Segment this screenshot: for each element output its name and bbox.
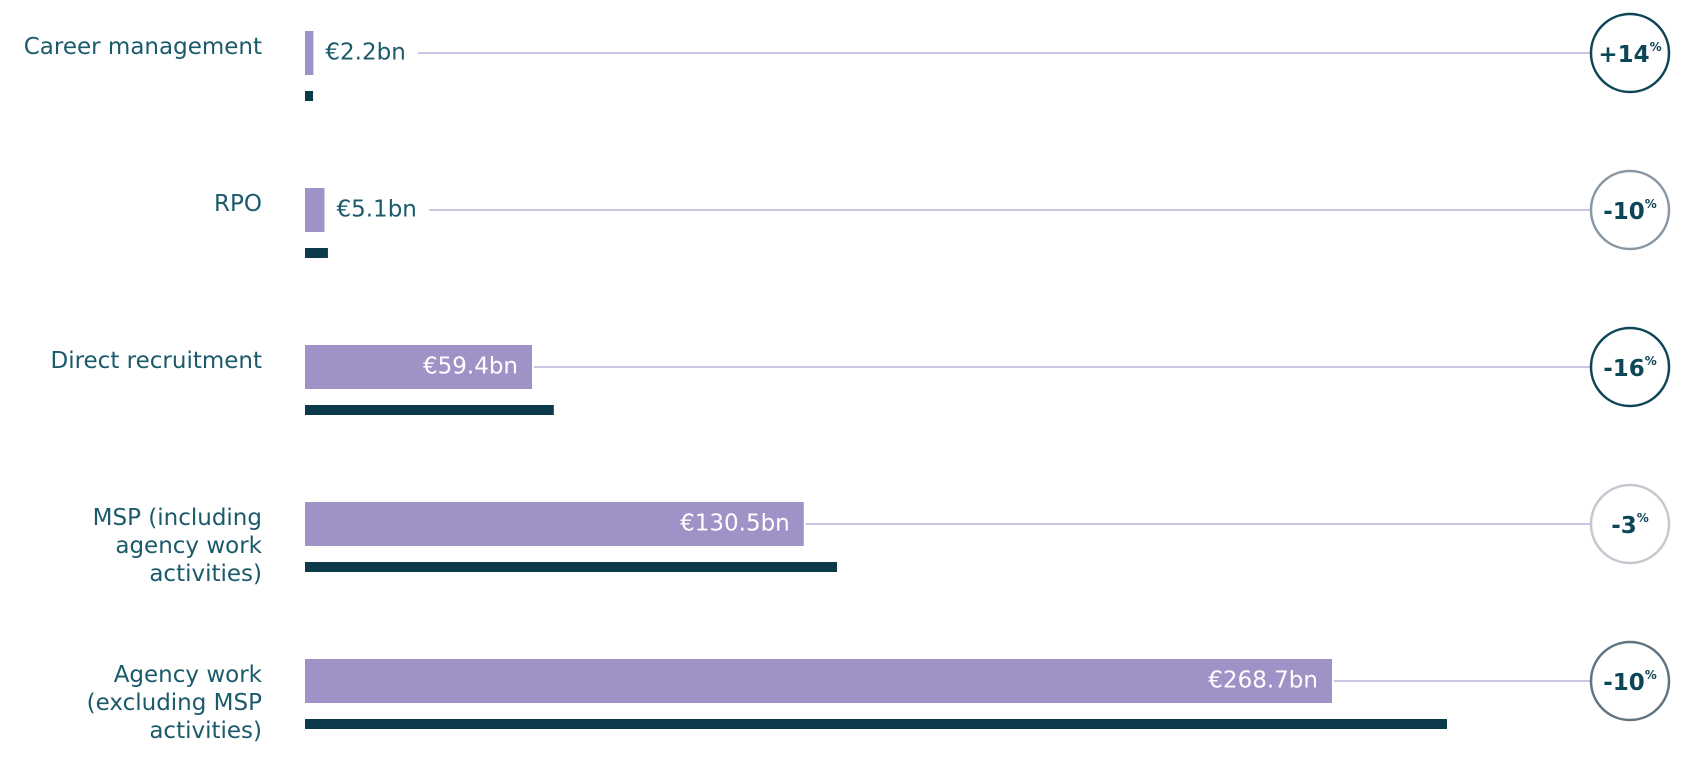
change-value: -16 [1603, 356, 1645, 382]
category-label: Agency work (excluding MSP activities) [86, 662, 262, 744]
bar-previous [305, 719, 1447, 729]
value-label: €2.2bn [325, 40, 405, 66]
bar-previous [305, 248, 328, 258]
change-unit: % [1650, 40, 1662, 54]
change-label: -3% [1611, 511, 1649, 539]
category-label: Career management [23, 34, 262, 60]
bar-current [305, 659, 1332, 703]
change-badge [1589, 326, 1671, 408]
bar-current [305, 31, 314, 75]
bar-current [305, 502, 804, 546]
value-label: €268.7bn [1208, 668, 1318, 694]
bar-previous [305, 405, 554, 415]
change-badge [1589, 483, 1671, 565]
bar-previous [305, 562, 838, 572]
change-badge [1589, 169, 1671, 251]
change-value: -3 [1611, 513, 1637, 539]
category-label: MSP (including agency work activities) [92, 505, 262, 587]
value-label: €59.4bn [423, 354, 518, 380]
bar-current [305, 188, 325, 232]
change-value: +14 [1598, 42, 1649, 68]
category-label: Direct recruitment [50, 348, 262, 374]
change-value: -10 [1603, 199, 1645, 225]
change-badge [1589, 12, 1671, 94]
change-value: -10 [1603, 670, 1645, 696]
change-unit: % [1645, 354, 1657, 368]
category-label: RPO [214, 191, 262, 217]
change-badge [1589, 640, 1671, 722]
change-unit: % [1637, 511, 1649, 525]
value-label: €130.5bn [680, 511, 790, 537]
change-label: -10% [1603, 668, 1657, 696]
change-label: -16% [1603, 354, 1657, 382]
value-label: €5.1bn [336, 197, 416, 223]
bar-previous [305, 91, 314, 101]
bar-current [305, 345, 533, 389]
change-label: +14% [1598, 40, 1661, 68]
change-label: -10% [1603, 197, 1657, 225]
change-unit: % [1645, 668, 1657, 682]
change-unit: % [1645, 197, 1657, 211]
